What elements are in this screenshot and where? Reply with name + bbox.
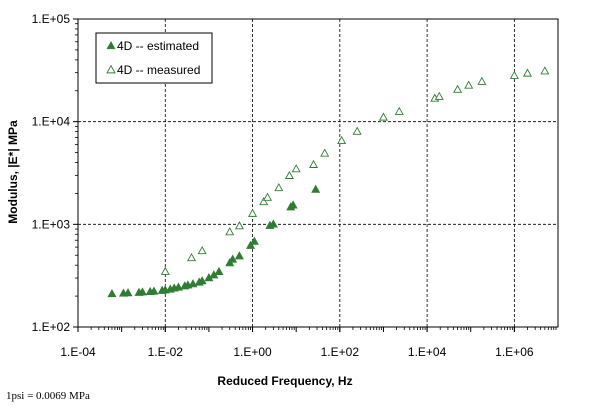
y-tick-label: 1.E+05: [32, 12, 71, 26]
measured-point: [320, 148, 330, 157]
estimated-point: [249, 236, 259, 245]
measured-point: [378, 112, 388, 121]
axis-ticks: [73, 18, 557, 332]
legend-marker-estimated: [106, 41, 116, 50]
series-estimated: [107, 184, 321, 298]
measured-point: [352, 126, 362, 135]
measured-point: [248, 208, 258, 217]
series-measured: [160, 66, 550, 275]
x-tick-label: 1.E+04: [408, 345, 447, 359]
x-tick-label: 1.E+06: [495, 345, 534, 359]
measured-point: [187, 253, 197, 262]
measured-point: [284, 170, 294, 179]
measured-point: [225, 227, 235, 236]
unit-footnote: 1psi = 0.0069 MPa: [6, 390, 90, 402]
plot-border: [77, 18, 559, 328]
estimated-point: [107, 288, 117, 298]
legend-label: 4D -- estimated: [117, 39, 199, 53]
measured-point: [540, 66, 550, 75]
legend: 4D -- estimated 4D -- measured: [95, 32, 213, 84]
measured-point: [394, 106, 404, 115]
legend-label: 4D -- measured: [117, 63, 200, 77]
measured-point: [262, 192, 273, 201]
x-tick-label: 1.E+00: [233, 345, 272, 359]
measured-point: [509, 70, 519, 79]
estimated-point: [149, 286, 159, 295]
y-axis-title: Modulus, |E*| MPa: [6, 120, 20, 224]
x-tick-labels: 1.E-04 1.E-02 1.E+00 1.E+02 1.E+04 1.E+06: [60, 345, 534, 359]
y-tick-labels: 1.E+02 1.E+03 1.E+04 1.E+05: [32, 12, 71, 334]
measured-point: [259, 197, 269, 206]
measured-point: [234, 221, 244, 230]
measured-point: [434, 91, 444, 100]
measured-point: [477, 76, 487, 85]
estimated-point: [234, 251, 244, 260]
estimated-point: [214, 266, 224, 275]
data-points: [107, 66, 550, 298]
estimated-point: [188, 279, 198, 288]
x-tick-label: 1.E-02: [148, 345, 184, 359]
y-tick-label: 1.E+03: [32, 217, 71, 231]
estimated-point: [246, 240, 256, 249]
measured-point: [522, 68, 533, 77]
estimated-point: [123, 288, 133, 297]
measured-point: [291, 164, 301, 173]
estimated-point: [228, 254, 238, 263]
estimated-point: [137, 287, 147, 296]
x-axis-title: Reduced Frequency, Hz: [217, 374, 352, 388]
measured-point: [160, 266, 170, 275]
measured-point: [453, 84, 463, 93]
estimated-point: [197, 276, 207, 285]
estimated-point: [173, 282, 183, 291]
y-tick-label: 1.E+04: [32, 115, 71, 129]
x-tick-label: 1.E+02: [321, 345, 360, 359]
legend-marker-measured: [106, 64, 116, 74]
y-tick-label: 1.E+02: [32, 320, 71, 334]
measured-point: [337, 135, 347, 145]
measured-point: [274, 183, 284, 192]
measured-point: [197, 246, 207, 255]
estimated-point: [288, 200, 298, 209]
legend-box: [95, 32, 213, 84]
estimated-point: [268, 219, 278, 228]
measured-point: [464, 80, 474, 89]
estimated-point: [311, 184, 321, 193]
measured-point: [309, 159, 319, 168]
x-tick-label: 1.E-04: [60, 345, 96, 359]
